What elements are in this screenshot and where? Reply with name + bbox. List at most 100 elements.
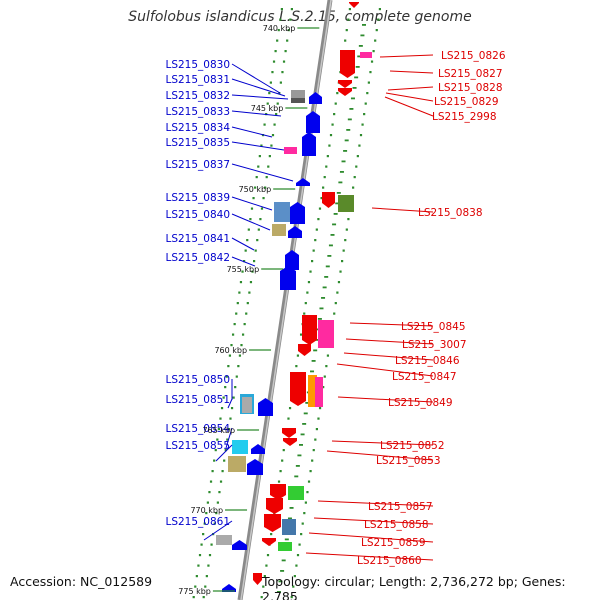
track-tick — [281, 459, 284, 462]
track-tick — [317, 318, 322, 320]
track-tick — [314, 438, 317, 441]
gene-block — [284, 147, 297, 154]
track-tick — [320, 197, 323, 200]
track-tick — [195, 575, 198, 578]
label-leader — [387, 86, 434, 91]
gene-block — [288, 486, 304, 500]
track-tick — [257, 165, 260, 168]
accession-text: Accession: NC_012589 — [10, 574, 153, 589]
track-tick — [323, 176, 326, 179]
gene-block — [338, 195, 354, 212]
scale-label: 745 kbp — [251, 104, 284, 113]
map-title: Sulfolobus islandicus L.S.2.15, complete… — [128, 9, 472, 25]
gene-arrow-forward — [309, 92, 322, 104]
track-tick — [328, 244, 333, 247]
track-tick — [235, 375, 238, 378]
gene-label-forward: LS215_0832 — [165, 90, 230, 102]
track-tick — [282, 60, 286, 63]
track-tick — [222, 396, 225, 399]
track-tick — [347, 218, 350, 221]
track-tick — [367, 81, 370, 84]
track-tick — [269, 81, 272, 84]
track-tick — [250, 207, 254, 210]
track-tick — [265, 176, 268, 179]
gene-block — [228, 456, 246, 472]
gene-arrow-reverse — [298, 344, 311, 356]
track-tick — [219, 480, 223, 483]
track-tick — [219, 417, 222, 420]
track-tick — [277, 480, 281, 483]
track-tick — [334, 102, 337, 105]
scale-label: 765 kbp — [202, 426, 235, 435]
track-tick — [194, 585, 197, 588]
track-tick — [202, 596, 205, 599]
track-tick — [284, 538, 289, 541]
track-tick — [303, 412, 308, 415]
track-tick — [236, 302, 239, 305]
gene-block — [242, 397, 252, 413]
label-leader — [385, 92, 434, 102]
track-tick — [332, 223, 337, 226]
track-tick — [336, 291, 339, 294]
track-tick — [357, 55, 362, 58]
track-tick — [347, 18, 350, 21]
track-tick — [223, 459, 226, 462]
track-tick — [229, 417, 232, 420]
gene-arrow-forward — [232, 540, 247, 550]
track-tick — [350, 97, 355, 100]
label-leader — [227, 398, 233, 409]
track-tick — [287, 29, 290, 32]
label-leader — [379, 54, 434, 58]
track-tick — [279, 81, 282, 84]
label-leader — [231, 141, 285, 151]
gene-arrow-forward — [290, 202, 305, 224]
track-tick — [216, 501, 219, 504]
track-tick — [354, 76, 359, 79]
track-tick — [342, 249, 345, 252]
label-leader — [231, 213, 271, 231]
track-tick — [251, 270, 254, 273]
label-leader — [203, 520, 233, 541]
track-tick — [344, 239, 347, 242]
track-tick — [270, 533, 273, 536]
gene-block — [278, 542, 292, 551]
label-leader — [231, 110, 282, 117]
gene-block — [282, 519, 296, 535]
track-tick — [262, 585, 265, 588]
label-leader — [384, 96, 434, 117]
track-tick — [272, 60, 276, 63]
track-tick — [260, 207, 264, 210]
track-tick — [336, 92, 339, 95]
track-tick — [246, 239, 249, 242]
gene-arrow-reverse — [340, 50, 355, 78]
gene-label-forward: LS215_0842 — [165, 252, 230, 264]
label-leader — [231, 196, 273, 211]
track-tick — [230, 407, 234, 410]
track-tick — [248, 291, 251, 294]
gene-label-reverse: LS215_0838 — [418, 207, 483, 219]
track-tick — [210, 543, 213, 546]
track-tick — [271, 71, 274, 74]
gene-arrow-reverse — [282, 428, 296, 438]
track-tick — [303, 312, 306, 315]
gene-arrow-reverse — [270, 484, 286, 500]
track-tick — [333, 312, 336, 315]
gene-label-forward: LS215_0855 — [165, 440, 230, 452]
track-tick — [358, 144, 361, 147]
track-tick — [356, 155, 359, 158]
gene-label-reverse: LS215_0845 — [401, 321, 466, 333]
track-tick — [268, 92, 271, 95]
track-tick — [322, 286, 327, 289]
track-tick — [295, 564, 298, 567]
track-tick — [341, 260, 344, 263]
track-tick — [208, 491, 211, 494]
track-tick — [281, 559, 286, 562]
gene-arrow-forward — [251, 444, 265, 454]
track-tick — [298, 543, 301, 546]
scale-labels: 740 kbp 745 kbp 750 kbp 755 kbp 760 kbp 765 k… — [178, 24, 320, 596]
track-tick — [346, 129, 351, 131]
track-tick — [302, 423, 307, 425]
track-tick — [281, 71, 284, 74]
label-leader — [337, 396, 434, 403]
